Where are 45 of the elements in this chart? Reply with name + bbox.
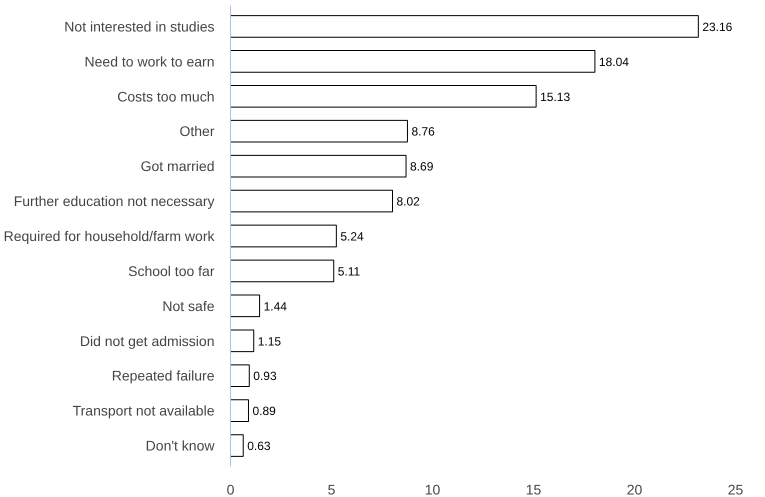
data-label: 8.02 (396, 194, 420, 209)
y-tick-label: Other (179, 123, 215, 140)
data-label: 0.89 (252, 404, 276, 418)
data-label: 5.24 (340, 230, 364, 244)
y-tick-label: Did not get admission (80, 332, 215, 349)
bar (230, 260, 334, 282)
bar (230, 50, 596, 73)
bar (230, 15, 699, 38)
y-tick-label: Got married (140, 158, 215, 174)
data-label: 18.04 (598, 54, 630, 69)
bar (230, 364, 250, 388)
y-tick-label: Required for household/farm work (4, 228, 216, 244)
x-tick-label: 10 (424, 482, 440, 497)
bar (230, 154, 407, 178)
bar (230, 434, 244, 457)
y-tick-label: Not interested in studies (64, 18, 215, 34)
data-label: 8.69 (410, 160, 434, 174)
y-tick-label: School too far (128, 262, 215, 279)
y-tick-label: Costs too much (117, 88, 215, 104)
data-label: 1.44 (264, 299, 288, 314)
bar (230, 224, 337, 248)
data-label: 15.13 (540, 90, 570, 104)
data-label: 8.76 (411, 124, 436, 139)
x-tick-label: 25 (728, 482, 744, 497)
bar (230, 120, 408, 143)
data-label: 1.15 (258, 334, 282, 348)
x-tick-label: 5 (328, 482, 336, 497)
x-tick-label: 20 (626, 482, 642, 497)
data-label: 23.16 (702, 20, 733, 34)
x-tick-label: 15 (526, 482, 542, 497)
x-tick-label: 0 (226, 482, 235, 497)
data-label: 0.93 (253, 369, 277, 384)
bar (230, 399, 249, 422)
bar (230, 190, 394, 212)
data-label: 5.11 (338, 264, 361, 278)
y-tick-label: Don't know (146, 438, 216, 454)
y-tick-label: Further education not necessary (14, 193, 215, 210)
bar (230, 329, 254, 352)
y-tick-label: Need to work to earn (84, 53, 215, 70)
y-tick-label: Not safe (162, 298, 215, 314)
data-label: 0.63 (247, 439, 271, 454)
bar (230, 294, 260, 318)
bar (230, 84, 537, 108)
y-tick-label: Repeated failure (112, 368, 215, 384)
y-tick-label: Transport not available (72, 402, 215, 419)
